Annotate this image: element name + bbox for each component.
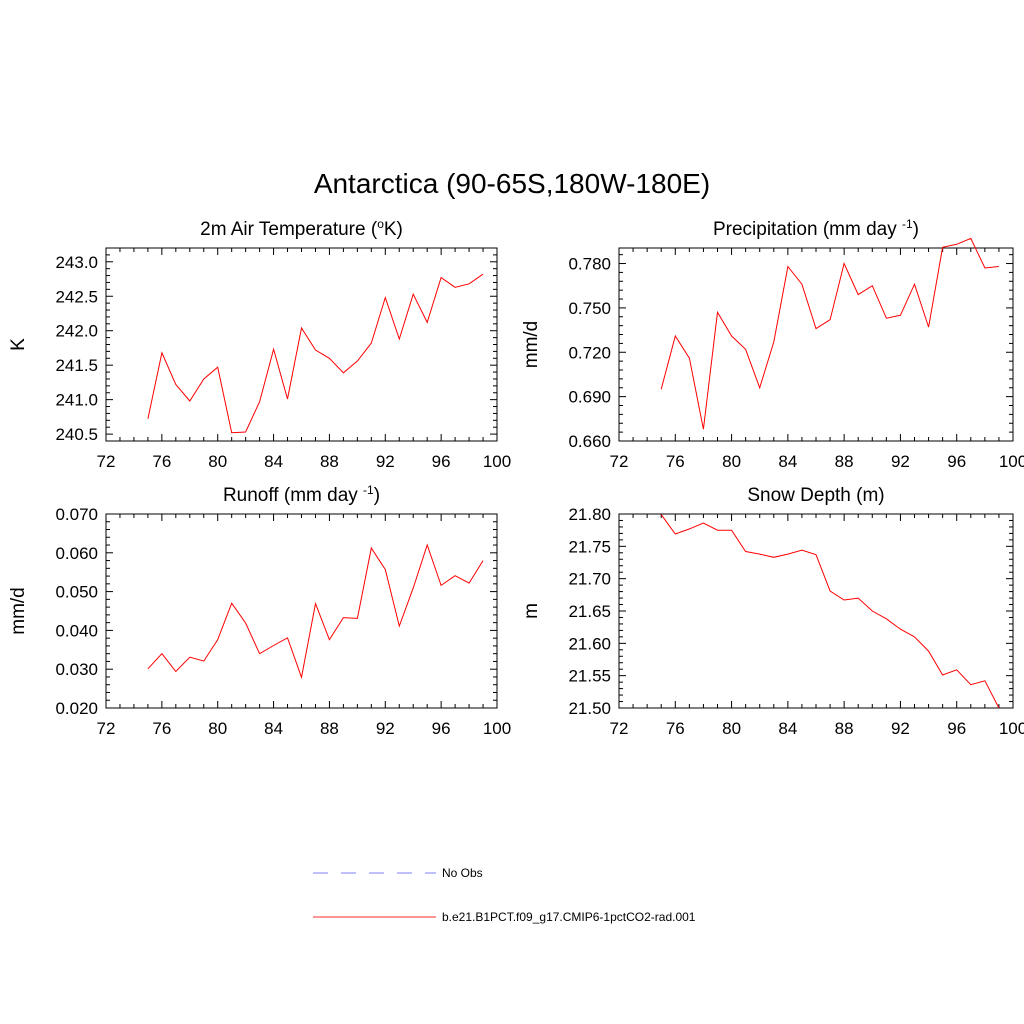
- y-tick-label: 21.65: [568, 602, 611, 621]
- x-tick-label: 92: [891, 452, 910, 471]
- y-tick-label: 0.020: [55, 699, 98, 718]
- x-tick-label: 84: [778, 719, 797, 738]
- panel-title: Snow Depth (m): [747, 485, 884, 506]
- series-line: [147, 543, 484, 680]
- y-axis-label: m: [521, 603, 542, 619]
- series-line: [147, 273, 484, 434]
- x-tick-label: 88: [320, 719, 339, 738]
- x-tick-label: 84: [264, 452, 283, 471]
- y-axis-label: K: [8, 338, 29, 351]
- y-tick-label: 0.750: [568, 299, 611, 318]
- x-tick-label: 92: [376, 719, 395, 738]
- y-tick-label: 0.780: [568, 255, 611, 274]
- x-tick-label: 100: [999, 452, 1024, 471]
- x-tick-label: 96: [432, 452, 451, 471]
- panel-snow-depth: Snow Depth (m) m 72 76 80 84 88 92 96 100 21.50 21.…: [521, 485, 1024, 738]
- y-tick-label: 242.5: [55, 287, 98, 306]
- x-tick-label: 84: [264, 719, 283, 738]
- x-tick-label: 88: [835, 719, 854, 738]
- y-tick-label: 0.060: [55, 544, 98, 563]
- x-tick-label: 80: [208, 719, 227, 738]
- panel-title: 2m Air Temperature (oK): [200, 217, 403, 240]
- series-line: [660, 237, 999, 430]
- y-tick-label: 0.720: [568, 343, 611, 362]
- y-tick-label: 21.75: [568, 537, 611, 556]
- series-line: [660, 514, 1000, 709]
- x-tick-label: 80: [722, 452, 741, 471]
- y-tick-label: 21.70: [568, 570, 611, 589]
- x-tick-label: 100: [483, 452, 511, 471]
- legend: No Obs b.e21.B1PCT.f09_g17.CMIP6-1pctCO2…: [313, 866, 696, 924]
- y-tick-label: 0.070: [55, 505, 98, 524]
- x-tick-label: 88: [835, 452, 854, 471]
- plot-frame: [618, 513, 1014, 709]
- y-tick-label: 0.040: [55, 621, 98, 640]
- x-tick-label: 72: [97, 452, 116, 471]
- x-tick-label: 72: [97, 719, 116, 738]
- x-tick-label: 100: [999, 719, 1024, 738]
- panel-air-temperature: 2m Air Temperature (oK) K 72 76 80 84 88 92 96 10…: [8, 217, 511, 471]
- plot-frame: [105, 513, 498, 709]
- x-tick-label: 96: [947, 452, 966, 471]
- x-tick-label: 72: [610, 719, 629, 738]
- legend-label-model: b.e21.B1PCT.f09_g17.CMIP6-1pctCO2-rad.00…: [442, 910, 696, 924]
- panel-runoff: Runoff (mm day -1) mm/d 72 76 80 84 88 92 96 100 0…: [8, 483, 511, 738]
- panel-precipitation: Precipitation (mm day -1) mm/d 72 76 80 84 88 9…: [521, 217, 1024, 471]
- x-tick-label: 84: [778, 452, 797, 471]
- y-axis-label: mm/d: [8, 587, 29, 635]
- y-tick-label: 21.60: [568, 634, 611, 653]
- y-tick-label: 0.660: [568, 432, 611, 451]
- plot-frame: [618, 247, 1014, 442]
- x-tick-label: 92: [376, 452, 395, 471]
- y-tick-label: 243.0: [55, 253, 98, 272]
- x-tick-label: 80: [208, 452, 227, 471]
- y-tick-label: 21.50: [568, 699, 611, 718]
- y-axis-label: mm/d: [521, 321, 542, 369]
- y-tick-label: 241.5: [55, 356, 98, 375]
- y-tick-label: 0.030: [55, 660, 98, 679]
- x-tick-label: 96: [432, 719, 451, 738]
- figure-title: Antarctica (90-65S,180W-180E): [314, 168, 710, 199]
- x-tick-label: 80: [722, 719, 741, 738]
- y-tick-label: 242.0: [55, 322, 98, 341]
- x-tick-label: 76: [152, 452, 171, 471]
- x-tick-label: 92: [891, 719, 910, 738]
- panel-title: Runoff (mm day -1): [223, 483, 380, 506]
- plot-frame: [105, 247, 498, 442]
- x-tick-label: 88: [320, 452, 339, 471]
- x-tick-label: 100: [483, 719, 511, 738]
- panel-title: Precipitation (mm day -1): [713, 217, 919, 240]
- x-tick-label: 76: [152, 719, 171, 738]
- y-tick-label: 21.80: [568, 505, 611, 524]
- y-tick-label: 21.55: [568, 667, 611, 686]
- y-tick-label: 0.690: [568, 388, 611, 407]
- legend-label-no-obs: No Obs: [442, 866, 483, 880]
- x-tick-label: 72: [610, 452, 629, 471]
- y-tick-label: 241.0: [55, 391, 98, 410]
- x-tick-label: 96: [947, 719, 966, 738]
- y-tick-label: 0.050: [55, 583, 98, 602]
- x-tick-label: 76: [666, 719, 685, 738]
- x-tick-label: 76: [666, 452, 685, 471]
- y-tick-label: 240.5: [55, 425, 98, 444]
